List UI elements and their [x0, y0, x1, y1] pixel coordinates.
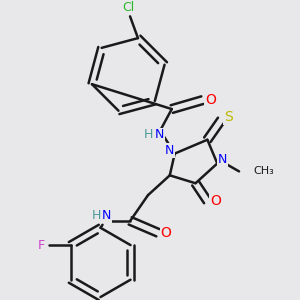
Text: H: H [143, 128, 153, 141]
Text: N: N [102, 209, 111, 222]
Text: H: H [92, 209, 101, 222]
Text: N: N [155, 128, 165, 141]
Text: F: F [37, 238, 44, 252]
Text: S: S [224, 110, 233, 124]
Text: O: O [205, 93, 216, 107]
Text: N: N [165, 144, 175, 157]
Text: Cl: Cl [122, 1, 134, 14]
Text: N: N [218, 153, 227, 166]
Text: CH₃: CH₃ [253, 167, 274, 176]
Text: O: O [160, 226, 171, 240]
Text: O: O [210, 194, 221, 208]
